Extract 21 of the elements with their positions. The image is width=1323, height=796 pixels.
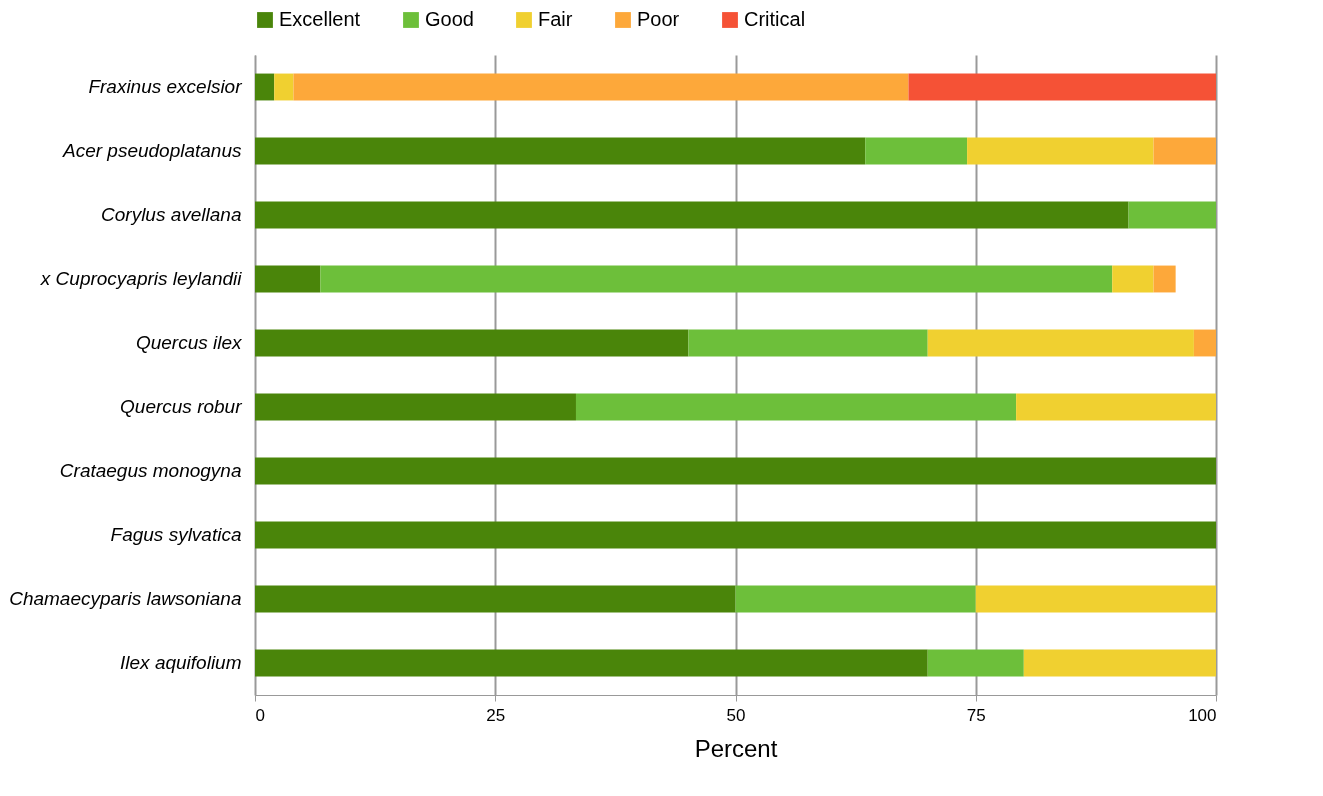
y-tick-label: Quercus ilex <box>135 332 243 353</box>
y-tick-label: Chamaecyparis lawsoniana <box>9 588 242 609</box>
x-tick-label: 100 <box>1188 705 1217 725</box>
legend-label: Good <box>425 8 474 30</box>
x-tick-label: 75 <box>966 705 986 725</box>
x-axis-title: Percent <box>694 734 778 762</box>
y-tick-label: Quercus robur <box>120 396 243 417</box>
y-tick-label: Crataegus monogyna <box>59 460 242 481</box>
y-tick-label: Acer pseudoplatanus <box>61 140 242 161</box>
x-tick-label: 50 <box>726 705 746 725</box>
y-tick-label: Ilex aquifolium <box>120 652 242 673</box>
x-tick-label: 25 <box>486 705 506 725</box>
legend-label: Poor <box>637 8 680 30</box>
y-tick-label: Fraxinus excelsior <box>88 76 243 97</box>
y-tick-label: Corylus avellana <box>101 204 242 225</box>
legend-label: Critical <box>744 8 806 30</box>
legend-label: Fair <box>538 8 573 30</box>
y-tick-label: x Cuprocyapris leylandii <box>39 268 243 289</box>
legend-label: Excellent <box>279 8 361 30</box>
x-tick-label: 0 <box>255 705 265 725</box>
y-tick-label: Fagus sylvatica <box>110 524 242 545</box>
